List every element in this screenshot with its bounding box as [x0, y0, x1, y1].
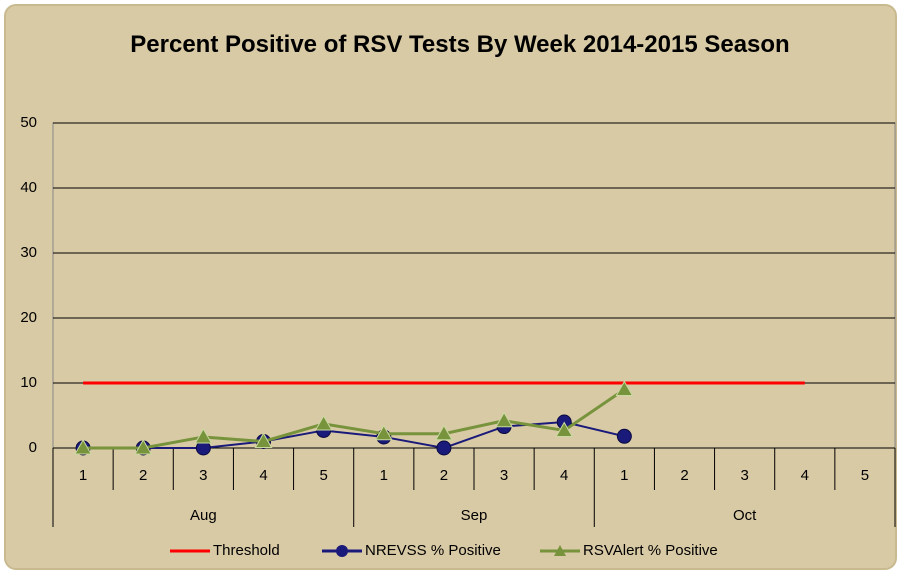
point	[314, 414, 333, 431]
x-tick-label: 5	[319, 467, 327, 484]
x-tick-label: 1	[620, 467, 628, 484]
legend-label: NREVSS % Positive	[365, 542, 501, 559]
point	[555, 421, 574, 437]
series-line	[83, 388, 626, 450]
x-tick-label: 4	[801, 467, 809, 484]
point	[194, 427, 213, 444]
x-tick-label: 3	[500, 467, 508, 484]
x-tick-label: 3	[199, 467, 207, 484]
point	[254, 432, 273, 448]
x-tick-label: 1	[380, 467, 388, 484]
plot-area	[52, 122, 896, 449]
x-tick-label: 2	[139, 467, 147, 484]
y-tick-label: 30	[20, 244, 37, 261]
legend-marker	[554, 545, 566, 556]
x-group-label: Oct	[733, 507, 757, 524]
chart-frame	[4, 4, 897, 570]
chart-title: Percent Positive of RSV Tests By Week 20…	[130, 31, 790, 58]
point	[436, 440, 452, 456]
y-tick-label: 20	[20, 309, 37, 326]
point	[616, 428, 632, 444]
y-tick-label: 40	[20, 179, 37, 196]
point	[615, 380, 634, 396]
legend-label: RSVAlert % Positive	[583, 542, 718, 559]
legend-label: Threshold	[213, 542, 280, 559]
point	[495, 411, 513, 428]
x-tick-label: 4	[560, 467, 568, 484]
x-group-label: Aug	[190, 507, 217, 524]
point	[374, 424, 393, 441]
x-tick-label: 5	[861, 467, 869, 484]
x-tick-label: 2	[680, 467, 688, 484]
y-tick-label: 10	[20, 374, 37, 391]
legend-marker	[336, 545, 348, 557]
y-tick-label: 50	[20, 114, 37, 131]
x-tick-label: 3	[740, 467, 748, 484]
point	[435, 424, 453, 441]
point	[134, 438, 153, 455]
x-tick-label: 4	[259, 467, 267, 484]
x-group-label: Sep	[461, 507, 488, 524]
point	[74, 438, 92, 455]
x-tick-label: 2	[440, 467, 448, 484]
x-tick-label: 1	[79, 467, 87, 484]
y-tick-label: 0	[29, 439, 37, 456]
